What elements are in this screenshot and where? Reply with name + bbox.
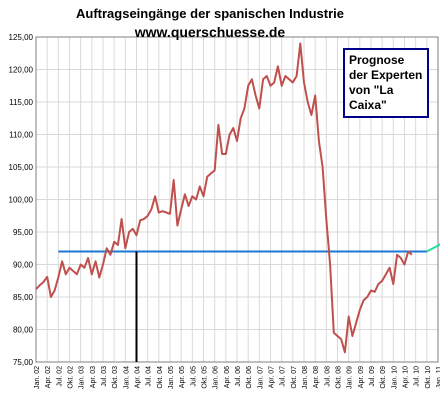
- x-tick-label: Apr. 10: [403, 366, 410, 388]
- x-tick-label: Jul. 04: [146, 366, 153, 387]
- x-tick-label: Jan. 05: [168, 366, 175, 389]
- x-tick-label: Apr. 09: [358, 366, 365, 388]
- x-tick-label: Okt. 07: [291, 366, 298, 389]
- x-tick-label: Jul. 05: [190, 366, 197, 387]
- x-tick-label: Jan. 07: [257, 366, 264, 389]
- y-axis: 75,00 80,00 85,00 90,00 95,00 100,00 105,00 110…: [9, 33, 34, 367]
- x-tick-label: Okt. 02: [68, 366, 75, 389]
- y-tick-label: 95,00: [13, 228, 34, 237]
- grid-layer: [35, 36, 439, 363]
- x-tick-label: Jul. 08: [324, 366, 331, 387]
- x-tick-label: Jul. 06: [235, 366, 242, 387]
- x-tick-label: Apr. 04: [135, 366, 142, 388]
- x-axis: Jan. 02 Apr. 02 Jul. 02 Okt. 02 Jan. 03 Apr. …: [34, 366, 440, 389]
- y-tick-label: 125,00: [9, 33, 34, 42]
- plot-area-frame: [35, 36, 439, 363]
- x-tick-label: Okt. 06: [246, 366, 253, 389]
- x-tick-label: Jan. 03: [79, 366, 86, 389]
- x-tick-label: Jan. 10: [391, 366, 398, 389]
- x-tick-label: Jan. 08: [302, 366, 309, 389]
- chart-subtitle: www.querschuesse.de: [134, 24, 286, 40]
- x-tick-label: Jan. 04: [123, 366, 130, 389]
- forecast-annotation: Prognose der Experten von "La Caixa": [343, 48, 429, 118]
- x-tick-label: Jan. 09: [347, 366, 354, 389]
- y-tick-label: 75,00: [13, 358, 34, 367]
- y-tick-label: 120,00: [9, 66, 34, 75]
- chart-title: Auftragseingänge der spanischen Industri…: [76, 6, 344, 21]
- x-tick-label: Apr. 03: [90, 366, 97, 388]
- x-tick-label: Jul. 02: [56, 366, 63, 387]
- y-tick-label: 85,00: [13, 293, 34, 302]
- y-tick-label: 115,00: [9, 98, 33, 107]
- x-tick-label: Apr. 02: [45, 366, 52, 388]
- x-tick-label: Apr. 05: [179, 366, 186, 388]
- y-tick-label: 90,00: [13, 261, 34, 270]
- y-tick-label: 105,00: [9, 163, 34, 172]
- x-tick-label: Apr. 07: [269, 366, 276, 388]
- x-tick-label: Jan. 11: [436, 366, 440, 389]
- y-tick-label: 80,00: [13, 326, 34, 335]
- x-tick-label: Apr. 06: [224, 366, 231, 388]
- y-tick-label: 110,00: [9, 131, 33, 140]
- x-tick-label: Apr. 08: [313, 366, 320, 388]
- x-tick-label: Okt. 08: [336, 366, 343, 389]
- series-line-orders: [35, 42, 413, 354]
- x-tick-label: Okt. 03: [112, 366, 119, 389]
- x-tick-label: Okt. 04: [157, 366, 164, 389]
- x-tick-label: Jul. 10: [414, 366, 421, 387]
- x-tick-label: Jan. 02: [34, 366, 41, 389]
- y-tick-label: 100,00: [9, 196, 34, 205]
- x-tick-label: Okt. 05: [202, 366, 209, 389]
- x-tick-label: Jul. 09: [369, 366, 376, 387]
- x-tick-label: Jan. 06: [213, 366, 220, 389]
- series-layer: [35, 42, 440, 362]
- x-tick-label: Jul. 03: [101, 366, 108, 387]
- x-tick-label: Jul. 07: [280, 366, 287, 387]
- x-tick-label: Okt. 10: [425, 366, 432, 389]
- x-tick-label: Okt. 09: [380, 366, 387, 389]
